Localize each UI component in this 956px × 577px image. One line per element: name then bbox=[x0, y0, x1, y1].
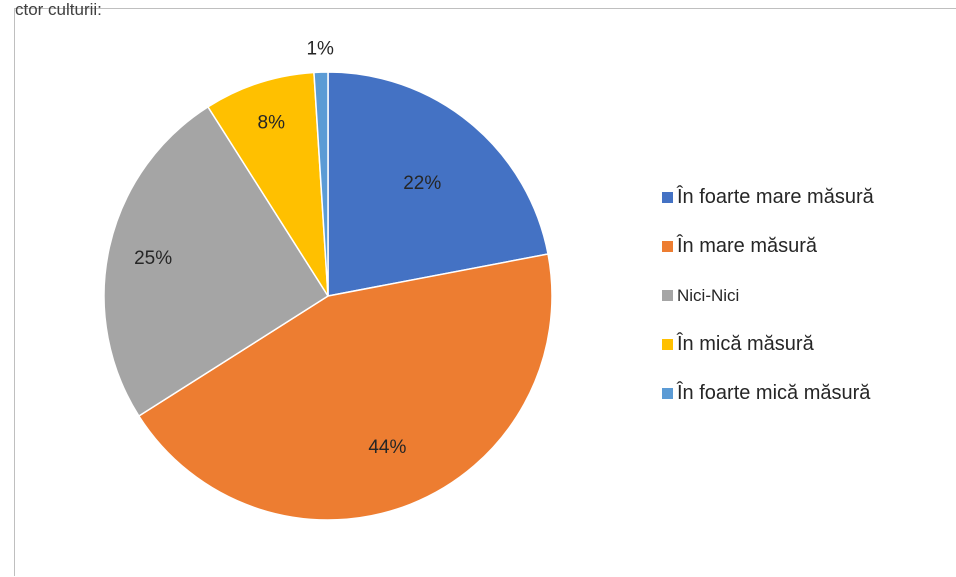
legend-label: În foarte mică măsură bbox=[676, 381, 871, 404]
legend-label: În mică măsură bbox=[676, 332, 815, 355]
legend-swatch bbox=[662, 241, 673, 252]
data-label: 25% bbox=[134, 248, 172, 269]
data-label: 22% bbox=[403, 173, 441, 194]
pie-data-labels: 22% 44% 25% 8% 1% bbox=[134, 38, 441, 457]
pie-slice bbox=[137, 253, 553, 521]
legend: În foarte mare măsură În mare măsură Nici-… bbox=[662, 185, 875, 404]
chart-area: ctor culturii: 22% 44% 25% 8% 1% În foarte m… bbox=[14, 1, 956, 576]
legend-label: În mare măsură bbox=[676, 234, 818, 257]
pie-chart: 22% 44% 25% 8% 1% În foarte mare măsură În ma… bbox=[103, 38, 875, 521]
data-label: 1% bbox=[306, 38, 334, 59]
cropped-heading-fragment: ctor culturii: bbox=[15, 1, 102, 15]
pie-slice bbox=[206, 71, 329, 297]
legend-swatch bbox=[662, 339, 673, 350]
pie-slice bbox=[103, 105, 330, 418]
legend-label: Nici-Nici bbox=[677, 286, 739, 305]
pie-slice bbox=[327, 71, 549, 297]
pie-slice bbox=[313, 71, 329, 297]
legend-swatch bbox=[662, 192, 673, 203]
data-label: 8% bbox=[258, 112, 286, 133]
legend-label: În foarte mare măsură bbox=[676, 185, 875, 208]
legend-swatch bbox=[662, 388, 673, 399]
pie-slices bbox=[103, 71, 553, 521]
data-label: 44% bbox=[368, 437, 406, 458]
legend-swatch bbox=[662, 290, 673, 301]
